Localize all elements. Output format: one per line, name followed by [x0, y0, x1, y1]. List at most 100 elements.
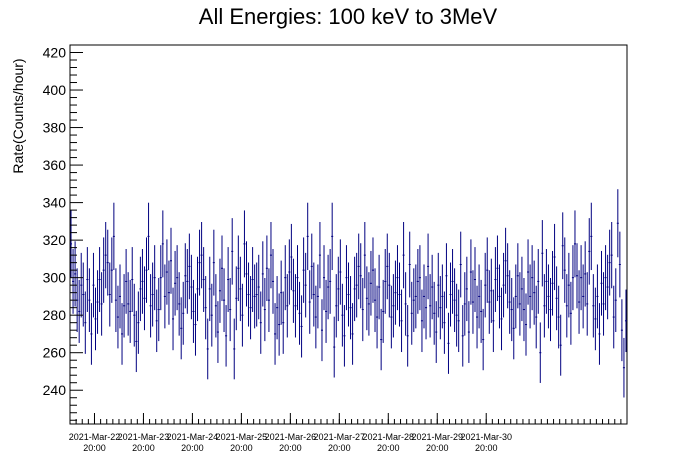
data-point: [312, 262, 315, 327]
data-point: [573, 210, 576, 278]
data-point: [151, 262, 154, 327]
data-point: [288, 239, 291, 305]
y-tick-label: 340: [43, 195, 67, 211]
data-point: [516, 243, 519, 309]
data-point: [306, 202, 309, 271]
data-point: [539, 322, 542, 383]
x-tick-label-date: 2021-Mar-24: [167, 432, 219, 442]
data-point: [420, 289, 423, 353]
data-point: [245, 241, 248, 307]
data-point: [229, 277, 232, 342]
data-point: [541, 220, 544, 287]
data-point: [588, 218, 591, 285]
data-point: [121, 303, 124, 365]
y-tick-label: 320: [43, 232, 67, 248]
data-point: [351, 303, 354, 365]
data-point: [274, 303, 277, 365]
data-point: [508, 270, 511, 334]
data-point: [425, 276, 428, 340]
data-point: [331, 202, 334, 271]
data-point: [602, 272, 605, 336]
data-point: [596, 264, 599, 329]
data-point: [141, 249, 144, 314]
x-tick-label-date: 2021-Mar-28: [363, 432, 415, 442]
data-point: [357, 233, 360, 300]
data-point: [616, 189, 619, 258]
data-point: [239, 256, 242, 322]
y-axis-label: Rate(Counts/hour): [10, 58, 26, 173]
data-point: [400, 289, 403, 353]
data-point: [135, 310, 138, 373]
data-point: [504, 227, 507, 294]
data-point: [196, 256, 199, 322]
data-point: [529, 264, 532, 329]
data-point: [392, 274, 395, 338]
data-point: [112, 202, 115, 271]
data-point: [163, 264, 166, 329]
data-point: [131, 247, 134, 312]
data-point: [378, 254, 381, 320]
data-point: [200, 221, 203, 289]
data-layer: [70, 189, 627, 398]
data-point: [365, 266, 368, 331]
data-point: [102, 237, 105, 303]
data-point: [337, 256, 340, 322]
x-tick-label-date: 2021-Mar-30: [460, 432, 512, 442]
data-point: [108, 262, 111, 327]
data-point: [165, 239, 168, 305]
data-point: [443, 291, 446, 354]
x-tick-label-date: 2021-Mar-23: [118, 432, 170, 442]
x-tick-label-date: 2021-Mar-25: [216, 432, 268, 442]
data-point: [398, 262, 401, 327]
data-point: [437, 252, 440, 318]
data-point: [384, 249, 387, 314]
data-point: [380, 308, 383, 371]
data-point: [220, 235, 224, 302]
data-point: [567, 252, 570, 318]
x-tick-label-date: 2021-Mar-22: [69, 432, 121, 442]
data-point: [335, 274, 338, 338]
data-point: [371, 237, 375, 303]
data-point: [512, 297, 515, 360]
data-point: [271, 249, 275, 314]
data-point: [227, 247, 230, 312]
data-point: [427, 233, 430, 300]
x-tick-label-time: 20:00: [377, 443, 400, 453]
data-point: [604, 245, 607, 311]
data-point: [155, 289, 158, 353]
data-point: [176, 245, 179, 311]
data-point: [247, 262, 250, 327]
data-point: [582, 264, 585, 329]
data-point: [304, 252, 307, 318]
data-point: [133, 283, 136, 347]
data-point: [320, 299, 323, 362]
data-point: [486, 237, 489, 303]
data-point: [610, 221, 613, 289]
data-point: [157, 277, 160, 342]
data-point: [376, 285, 379, 349]
data-point: [314, 285, 317, 349]
data-point: [510, 277, 513, 342]
data-point: [261, 241, 264, 307]
data-point: [404, 272, 407, 336]
data-point: [257, 254, 260, 320]
data-point: [202, 247, 205, 312]
data-point: [518, 272, 521, 336]
data-point: [496, 235, 499, 302]
data-point: [190, 254, 193, 320]
data-point: [149, 274, 152, 338]
data-point: [559, 314, 562, 376]
data-point: [235, 266, 238, 331]
x-tick-label-time: 20:00: [279, 443, 302, 453]
data-point: [110, 237, 113, 303]
data-point: [612, 285, 615, 349]
data-point: [78, 279, 81, 343]
data-point: [459, 231, 462, 298]
data-point: [353, 256, 356, 322]
plot-frame: [69, 44, 628, 425]
data-point: [208, 256, 211, 322]
data-point: [212, 229, 215, 296]
data-point: [480, 279, 483, 343]
data-point: [206, 318, 209, 380]
data-point: [278, 293, 281, 356]
